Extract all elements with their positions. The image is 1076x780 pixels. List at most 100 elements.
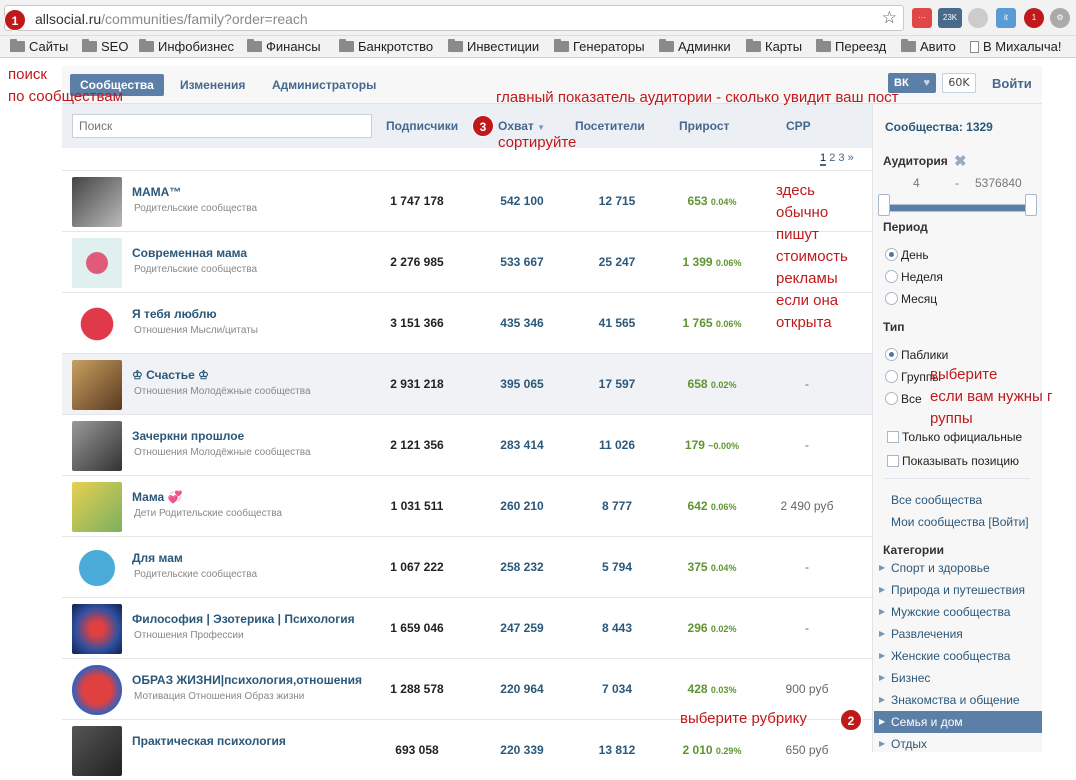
site-nav: Сообщества Изменения Администраторы bbox=[62, 66, 1042, 104]
table-row[interactable]: Я тебя люблю Отношения Мысли/цитаты 3 151 … bbox=[62, 292, 872, 353]
slider-min-handle[interactable] bbox=[878, 194, 890, 216]
bookmark-item[interactable]: Авито bbox=[901, 39, 956, 54]
tab-communities[interactable]: Сообщества bbox=[70, 74, 164, 96]
type-publics-radio[interactable]: Паблики bbox=[885, 348, 948, 362]
extension-settings-icon[interactable]: ⚙ bbox=[1050, 8, 1070, 28]
page-link[interactable]: 1 bbox=[820, 152, 827, 166]
slider-max-handle[interactable] bbox=[1025, 194, 1037, 216]
audience-label: Аудитория bbox=[883, 154, 948, 168]
community-name-link[interactable]: ♔ Счастье ♔ bbox=[132, 368, 209, 382]
bookmark-item[interactable]: SEO bbox=[82, 39, 128, 54]
extension-globe-icon[interactable] bbox=[968, 8, 988, 28]
community-avatar[interactable] bbox=[72, 482, 122, 532]
community-avatar[interactable] bbox=[72, 665, 122, 715]
category-item[interactable]: ▶ Спорт и здоровье bbox=[874, 557, 1042, 579]
community-name-link[interactable]: Я тебя люблю bbox=[132, 307, 217, 321]
tab-admins[interactable]: Администраторы bbox=[272, 78, 377, 92]
bookmark-item[interactable]: В Михалыча! bbox=[970, 39, 1062, 54]
community-name-link[interactable]: МАМА™ bbox=[132, 185, 182, 199]
url-text[interactable]: allsocial.ru/communities/family?order=re… bbox=[35, 11, 308, 27]
visitors-value: 25 247 bbox=[598, 255, 636, 269]
category-item[interactable]: ▶ Развлечения bbox=[874, 623, 1042, 645]
show-position-checkbox[interactable]: Показывать позицию bbox=[887, 454, 1019, 468]
category-item[interactable]: ▶ Знакомства и общение bbox=[874, 689, 1042, 711]
page-link[interactable]: 2 bbox=[829, 152, 836, 164]
extension-icon[interactable]: ··· bbox=[912, 8, 932, 28]
annotation-price-note: если она bbox=[776, 292, 839, 309]
category-item[interactable]: ▶ Бизнес bbox=[874, 667, 1042, 689]
page-next-link[interactable]: » bbox=[847, 152, 854, 164]
community-avatar[interactable] bbox=[72, 360, 122, 410]
extension-it-icon[interactable]: it bbox=[996, 8, 1016, 28]
col-subscribers[interactable]: Подписчики bbox=[386, 119, 459, 133]
table-row[interactable]: МАМА™ Родительские сообщества 1 747 178 542… bbox=[62, 170, 872, 231]
category-item[interactable]: ▶ Семья и дом bbox=[874, 711, 1042, 733]
period-month-radio[interactable]: Месяц bbox=[885, 292, 937, 306]
category-item[interactable]: ▶ Женские сообщества bbox=[874, 645, 1042, 667]
search-input[interactable] bbox=[72, 114, 372, 138]
community-avatar[interactable] bbox=[72, 421, 122, 471]
table-row[interactable]: ♔ Счастье ♔ Отношения Молодёжные сообщест… bbox=[62, 353, 872, 414]
address-bar[interactable]: allsocial.ru/communities/family?order=re… bbox=[4, 5, 904, 31]
col-growth[interactable]: Прирост bbox=[679, 119, 730, 133]
community-name-link[interactable]: ОБРАЗ ЖИЗНИ|психология,отношения bbox=[132, 673, 363, 687]
community-name-link[interactable]: Для мам bbox=[132, 551, 183, 565]
table-row[interactable]: Философия | Эзотерика | Психология Отноше… bbox=[62, 597, 872, 658]
table-row[interactable]: Зачеркни прошлое Отношения Молодёжные соо… bbox=[62, 414, 872, 475]
community-avatar[interactable] bbox=[72, 726, 122, 776]
community-name-link[interactable]: Практическая психология bbox=[132, 734, 286, 748]
community-avatar[interactable] bbox=[72, 177, 122, 227]
col-visitors[interactable]: Посетители bbox=[575, 119, 645, 133]
community-categories: Отношения Профессии bbox=[134, 630, 244, 641]
login-link[interactable]: Войти bbox=[992, 76, 1032, 91]
bookmark-item[interactable]: Переезд bbox=[816, 39, 886, 54]
category-item[interactable]: ▶ Мужские сообщества bbox=[874, 601, 1042, 623]
bookmark-item[interactable]: Карты bbox=[746, 39, 802, 54]
category-item[interactable]: ▶ Отдых bbox=[874, 733, 1042, 755]
tab-changes[interactable]: Изменения bbox=[180, 78, 246, 92]
annotation-price-note: здесь bbox=[776, 182, 815, 199]
community-name-link[interactable]: Современная мама bbox=[132, 246, 248, 260]
page-link[interactable]: 3 bbox=[838, 152, 845, 164]
col-cpp[interactable]: CPP bbox=[786, 119, 811, 133]
community-avatar[interactable] bbox=[72, 543, 122, 593]
community-name-link[interactable]: Философия | Эзотерика | Психология bbox=[132, 612, 355, 626]
bookmark-item[interactable]: Банкротство bbox=[339, 39, 433, 54]
extension-counter-icon[interactable]: 23K bbox=[938, 8, 962, 28]
extension-adblock-icon[interactable]: 1 bbox=[1024, 8, 1044, 28]
period-day-radio[interactable]: День bbox=[885, 248, 929, 262]
bookmark-item[interactable]: Инфобизнес bbox=[139, 39, 234, 54]
table-row[interactable]: Современная мама Родительские сообщества 2… bbox=[62, 231, 872, 292]
community-name-link[interactable]: Мама 💞 bbox=[132, 490, 183, 504]
community-avatar[interactable] bbox=[72, 238, 122, 288]
my-communities-link[interactable]: Мои сообщества [Войти] bbox=[891, 515, 1029, 529]
reach-value: 247 259 bbox=[500, 621, 544, 635]
community-categories: Дети Родительские сообщества bbox=[134, 508, 282, 519]
bookmark-star-icon[interactable]: ☆ bbox=[881, 8, 897, 28]
subscribers-value: 1 067 222 bbox=[390, 560, 444, 574]
clear-x-icon[interactable]: ✖ bbox=[954, 153, 967, 170]
bookmark-item[interactable]: Сайты bbox=[10, 39, 68, 54]
community-avatar[interactable] bbox=[72, 299, 122, 349]
category-item[interactable]: ▶ Природа и путешествия bbox=[874, 579, 1042, 601]
table-row[interactable]: Мама 💞 Дети Родительские сообщества 1 031 … bbox=[62, 475, 872, 536]
bookmark-item[interactable]: Админки bbox=[659, 39, 731, 54]
visitors-value: 8 443 bbox=[601, 621, 633, 635]
period-week-radio[interactable]: Неделя bbox=[885, 270, 943, 284]
table-row[interactable]: Для мам Родительские сообщества 1 067 222 2… bbox=[62, 536, 872, 597]
bookmark-item[interactable]: Генераторы bbox=[554, 39, 645, 54]
table-row[interactable]: ОБРАЗ ЖИЗНИ|психология,отношения Мотиваци… bbox=[62, 658, 872, 719]
community-name-link[interactable]: Зачеркни прошлое bbox=[132, 429, 245, 443]
all-communities-link[interactable]: Все сообщества bbox=[891, 493, 983, 507]
folder-icon bbox=[247, 39, 262, 52]
type-all-radio[interactable]: Все bbox=[885, 392, 922, 406]
bookmark-item[interactable]: Финансы bbox=[247, 39, 321, 54]
col-reach[interactable]: Охват ▼ bbox=[498, 119, 546, 133]
community-avatar[interactable] bbox=[72, 604, 122, 654]
bookmark-item[interactable]: Инвестиции bbox=[448, 39, 539, 54]
type-groups-radio[interactable]: Группы bbox=[885, 370, 941, 384]
only-official-checkbox[interactable]: Только официальные bbox=[887, 430, 1022, 444]
vk-share-button[interactable]: ВК ♥ bbox=[888, 73, 936, 93]
reach-value: 533 667 bbox=[500, 255, 544, 269]
audience-range-slider[interactable] bbox=[884, 204, 1034, 212]
